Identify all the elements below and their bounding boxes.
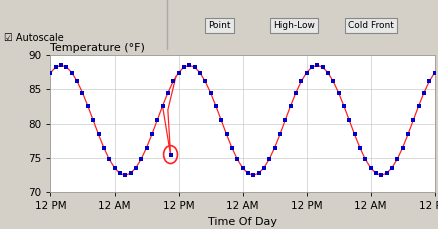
X-axis label: Time Of Day: Time Of Day [208, 217, 276, 227]
Text: Cold Front: Cold Front [347, 21, 393, 30]
Text: High-Low: High-Low [272, 21, 314, 30]
Text: ☑ Autoscale: ☑ Autoscale [4, 33, 64, 43]
Text: Temperature (°F): Temperature (°F) [50, 43, 145, 53]
Text: Point: Point [208, 21, 230, 30]
